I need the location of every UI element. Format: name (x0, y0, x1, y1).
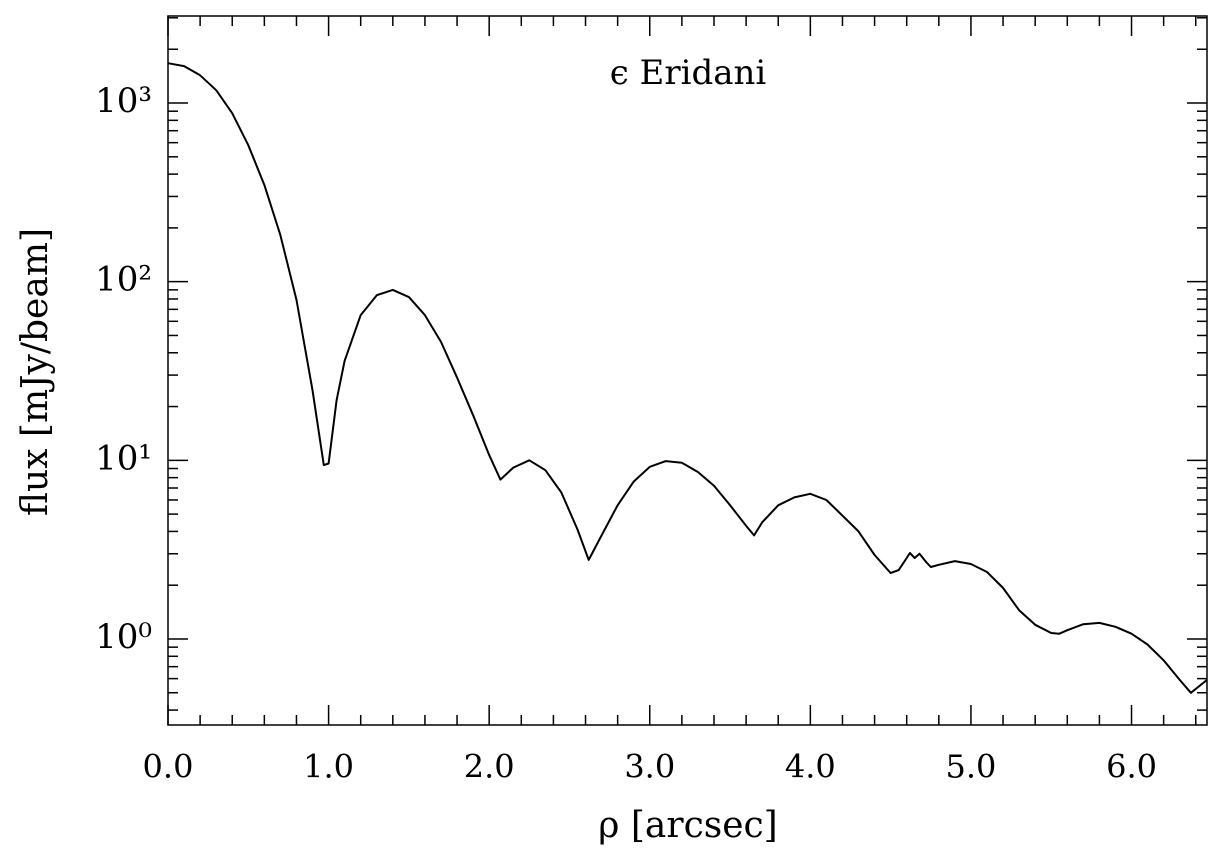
x-tick-label: 4.0 (785, 748, 836, 786)
y-tick-label: 10¹ (95, 438, 152, 478)
y-tick-label: 10⁰ (95, 617, 152, 657)
x-tick-label: 3.0 (624, 748, 675, 786)
x-tick-label: 6.0 (1106, 748, 1157, 786)
x-tick-label: 1.0 (303, 748, 354, 786)
y-tick-label: 10² (95, 260, 152, 300)
chart-title: ϵ Eridani (610, 53, 767, 93)
data-line (167, 62, 1208, 694)
x-axis-label: ρ [arcsec] (598, 805, 777, 846)
plot-frame (167, 15, 1208, 726)
y-tick-label: 10³ (95, 81, 152, 121)
y-axis-label: flux [mJy/beam] (15, 228, 56, 516)
x-tick-label: 0.0 (143, 748, 194, 786)
x-tick-label: 5.0 (945, 748, 996, 786)
x-tick-label: 2.0 (464, 748, 515, 786)
